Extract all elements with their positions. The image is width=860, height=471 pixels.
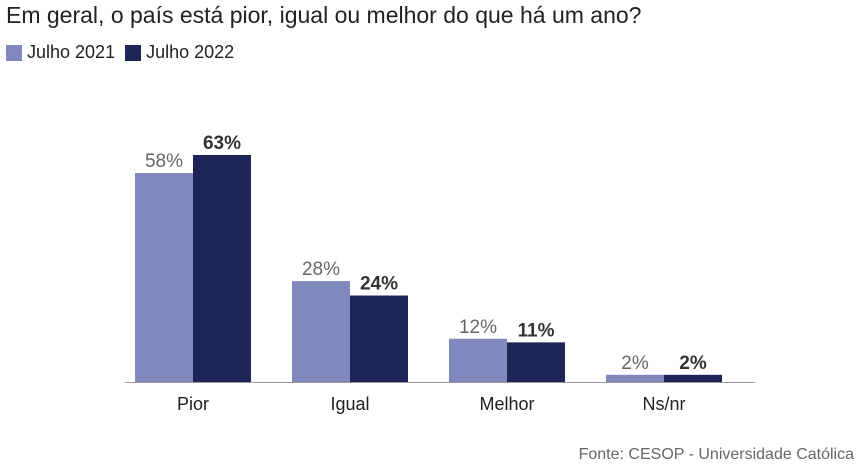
bar-pior-2021 <box>135 173 193 382</box>
data-label-ns-nr-2021: 2% <box>621 353 649 374</box>
legend-label-2022: Julho 2022 <box>146 42 235 62</box>
bar-ns-nr-2022 <box>664 374 722 382</box>
bar-melhor-2022 <box>507 342 565 382</box>
data-label-pior-2022: 63% <box>203 133 241 154</box>
data-label-melhor-2021: 12% <box>459 317 497 338</box>
legend-label-2021: Julho 2021 <box>27 42 116 62</box>
source-note: Fonte: CESOP - Universidade Católica <box>578 446 854 463</box>
bar-ns-nr-2021 <box>606 374 664 382</box>
data-label-igual-2021: 28% <box>302 259 340 280</box>
category-label-igual: Igual <box>330 394 369 414</box>
category-label-melhor: Melhor <box>479 394 534 414</box>
bar-igual-2022 <box>350 295 408 382</box>
legend-item-2021: Julho 2021 <box>6 42 115 63</box>
bar-pior-2022 <box>193 155 251 382</box>
category-label-pior: Pior <box>177 394 209 414</box>
data-label-melhor-2022: 11% <box>518 320 555 341</box>
data-label-ns-nr-2022: 2% <box>679 353 707 374</box>
category-label-ns-nr: Ns/nr <box>642 394 685 414</box>
legend-swatch-2021 <box>6 44 22 61</box>
legend-swatch-2022 <box>125 44 142 61</box>
legend-item-2022: Julho 2022 <box>125 42 234 63</box>
data-label-igual-2022: 24% <box>360 274 398 295</box>
bar-igual-2021 <box>292 281 350 382</box>
legend: Julho 2021 Julho 2022 <box>6 42 244 63</box>
bar-melhor-2021 <box>449 338 507 382</box>
chart-title: Em geral, o país está pior, igual ou mel… <box>6 2 642 28</box>
data-label-pior-2021: 58% <box>145 151 183 172</box>
